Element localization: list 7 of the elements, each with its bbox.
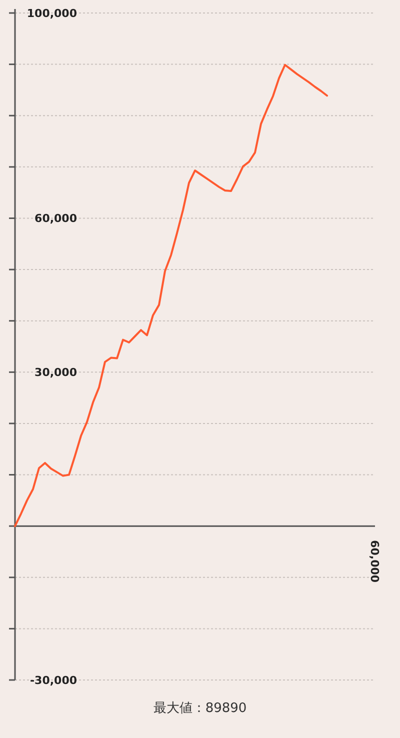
y-tick-label: -30,000 [30, 674, 78, 687]
text: 最大値：89890 [153, 701, 247, 716]
y-tick-label: 30,000 [34, 366, 78, 380]
y-tick-label: 100,000 [26, 7, 78, 20]
y-tick-label: 60,000 [34, 212, 78, 226]
annotation: 60,000 [368, 540, 381, 583]
line-series [14, 64, 328, 528]
